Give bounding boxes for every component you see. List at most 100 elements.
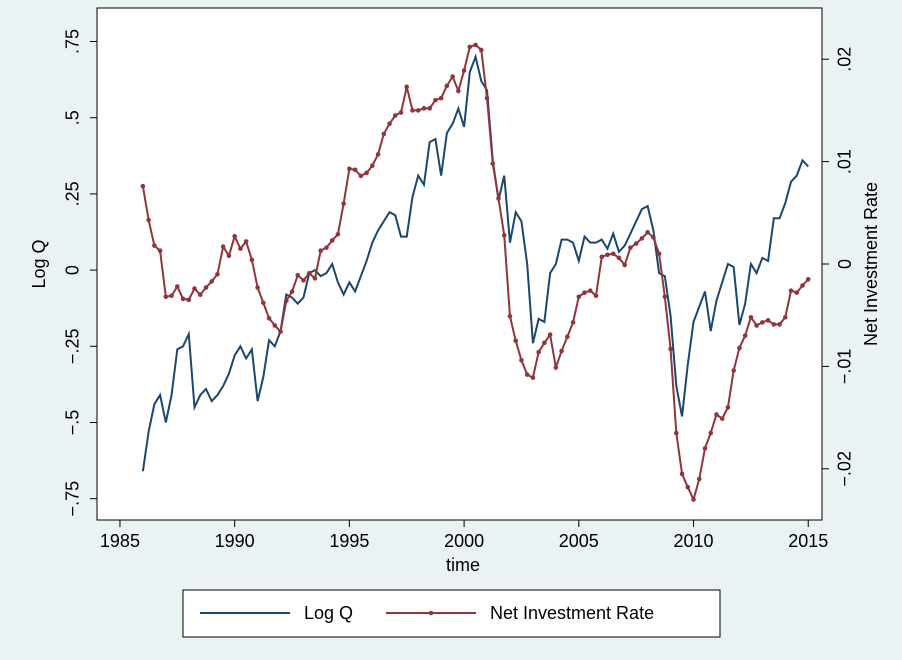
- series-marker: [438, 95, 444, 101]
- series-marker: [347, 166, 352, 172]
- series-marker: [582, 290, 587, 295]
- series-marker: [737, 345, 742, 351]
- series-marker: [329, 238, 335, 243]
- series-marker: [628, 245, 633, 250]
- series-marker: [226, 253, 232, 259]
- series-marker: [576, 294, 582, 300]
- x-tick-label: 1995: [329, 531, 369, 551]
- series-marker: [478, 47, 484, 53]
- series-marker: [605, 252, 610, 258]
- series-marker: [381, 131, 387, 137]
- legend-marker: [428, 610, 434, 616]
- series-marker: [461, 68, 467, 73]
- series-marker: [152, 243, 157, 248]
- series-marker: [312, 276, 318, 281]
- series-marker: [278, 329, 283, 334]
- series-marker: [668, 346, 673, 352]
- x-tick-label: 1990: [215, 531, 255, 551]
- series-marker: [800, 283, 805, 288]
- series-marker: [542, 340, 547, 346]
- series-marker: [456, 88, 461, 94]
- series-marker: [536, 349, 541, 355]
- series-marker: [782, 314, 788, 320]
- series-marker: [610, 251, 616, 257]
- series-marker: [559, 348, 564, 354]
- series-marker: [765, 318, 771, 323]
- series-marker: [794, 290, 800, 295]
- legend-label: Log Q: [304, 603, 353, 623]
- y-tick-label: .25: [63, 181, 83, 206]
- series-marker: [301, 278, 306, 283]
- series-marker: [404, 84, 410, 90]
- series-marker: [335, 232, 341, 237]
- series-marker: [691, 497, 696, 502]
- series-marker: [370, 163, 375, 168]
- x-tick-label: 2005: [559, 531, 599, 551]
- y2-tick-label: −.02: [835, 451, 855, 487]
- y-tick-label: .75: [63, 29, 83, 54]
- series-marker: [427, 106, 432, 111]
- y2-tick-label: .01: [835, 149, 855, 174]
- legend-label: Net Investment Rate: [490, 603, 654, 623]
- series-marker: [742, 333, 748, 338]
- y-axis-title: Log Q: [29, 239, 49, 288]
- series-marker: [570, 320, 576, 325]
- series-marker: [146, 217, 151, 223]
- y-tick-label: 0: [63, 265, 83, 275]
- series-marker: [215, 271, 220, 277]
- series-marker: [261, 300, 266, 306]
- series-marker: [616, 255, 622, 261]
- y2-tick-label: .02: [835, 47, 855, 72]
- series-marker: [777, 322, 782, 327]
- series-marker: [249, 257, 255, 263]
- series-marker: [444, 83, 450, 89]
- x-tick-label: 2000: [444, 531, 484, 551]
- series-marker: [209, 279, 215, 284]
- series-marker: [714, 412, 719, 417]
- series-marker: [771, 322, 777, 327]
- series-marker: [674, 430, 679, 436]
- series-marker: [754, 323, 759, 328]
- y-tick-label: −.25: [63, 329, 83, 365]
- series-marker: [266, 315, 272, 321]
- series-marker: [645, 229, 650, 235]
- series-marker: [731, 368, 736, 373]
- y-tick-label: −.75: [63, 481, 83, 517]
- series-marker: [719, 416, 725, 421]
- series-marker: [272, 323, 278, 328]
- series-marker: [805, 277, 811, 282]
- series-marker: [788, 288, 794, 293]
- x-tick-label: 2015: [788, 531, 828, 551]
- series-marker: [157, 248, 163, 253]
- series-marker: [289, 289, 295, 294]
- series-marker: [341, 201, 346, 206]
- series-marker: [364, 170, 369, 176]
- series-marker: [175, 284, 180, 289]
- series-marker: [702, 446, 708, 451]
- y2-axis-title: Net Investment Rate: [861, 182, 881, 346]
- series-marker: [599, 254, 605, 260]
- x-tick-label: 1985: [100, 531, 140, 551]
- series-marker: [421, 106, 427, 111]
- series-marker: [375, 152, 381, 157]
- series-marker: [398, 110, 404, 115]
- series-marker: [450, 74, 455, 79]
- series-marker: [553, 365, 559, 370]
- series-marker: [651, 235, 656, 240]
- series-marker: [639, 236, 645, 241]
- series-marker: [295, 272, 301, 278]
- series-marker: [180, 296, 186, 302]
- series-marker: [656, 251, 662, 257]
- series-marker: [633, 241, 639, 246]
- series-marker: [530, 375, 536, 380]
- plot-area: [96, 7, 823, 521]
- series-marker: [748, 314, 754, 320]
- y2-tick-label: −.01: [835, 349, 855, 385]
- series-marker: [238, 246, 243, 251]
- series-marker: [524, 372, 530, 377]
- y-tick-label: −.5: [63, 410, 83, 436]
- series-marker: [685, 484, 691, 490]
- series-marker: [306, 270, 312, 276]
- series-marker: [186, 297, 192, 303]
- series-marker: [352, 167, 358, 173]
